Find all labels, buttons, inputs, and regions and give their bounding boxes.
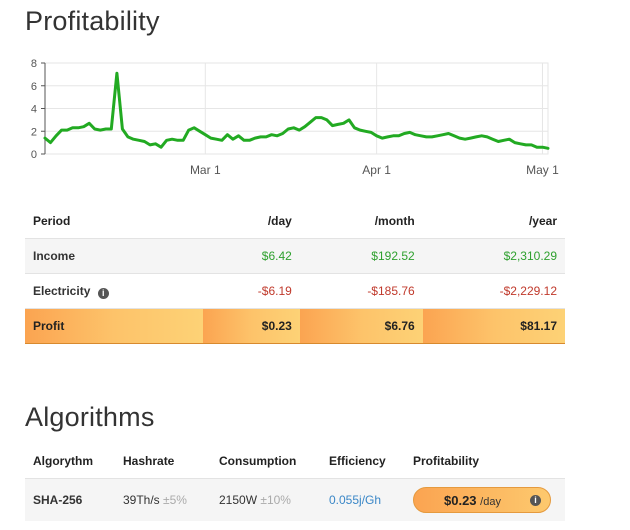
- table-row[interactable]: SHA-256 39Th/s ±5% 2150W ±10% 0.055j/Gh …: [25, 478, 565, 521]
- col-header-month: /month: [299, 204, 423, 239]
- profit-year: $81.17: [422, 308, 565, 344]
- col-header-profitability: Profitability: [405, 444, 565, 479]
- profitability-chart: 0 2 4 6 8 Mar 1 Apr 1 May 1: [31, 58, 559, 177]
- info-icon[interactable]: i: [97, 287, 109, 299]
- income-label: Income: [25, 238, 203, 274]
- table-row-electricity: Electricity i -$6.19 -$185.76 -$2,229.12: [25, 273, 565, 309]
- col-header-day: /day: [202, 204, 300, 239]
- y-tick-label: 8: [31, 58, 37, 70]
- col-header-period: Period: [25, 204, 203, 239]
- income-month: $192.52: [299, 238, 423, 274]
- income-day: $6.42: [202, 238, 300, 274]
- series-line: [43, 71, 550, 150]
- algorithms-title: Algorithms: [25, 402, 155, 432]
- profitability-cell: $0.23 /day i: [405, 478, 565, 521]
- consumption-tolerance: ±10%: [260, 493, 291, 507]
- algorithm-name: SHA-256: [25, 478, 115, 521]
- consumption-value: 2150W: [219, 493, 258, 507]
- consumption-cell: 2150W ±10%: [211, 478, 321, 521]
- col-header-year: /year: [422, 204, 565, 239]
- x-tick-label: Apr 1: [362, 163, 391, 177]
- profitability-unit: /day: [480, 496, 501, 508]
- electricity-label: Electricity: [33, 283, 91, 298]
- hashrate-tolerance: ±5%: [163, 493, 187, 507]
- col-header-consumption: Consumption: [211, 444, 321, 479]
- table-row-profit: Profit $0.23 $6.76 $81.17: [25, 308, 565, 344]
- y-tick-label: 2: [31, 126, 37, 138]
- col-header-algorithm: Algorythm: [25, 444, 115, 479]
- x-tick-label: Mar 1: [190, 163, 221, 177]
- table-header-row: Period /day /month /year: [25, 204, 565, 239]
- profitability-table: Period /day /month /year Income $6.42 $1…: [25, 204, 565, 344]
- profit-month: $6.76: [299, 308, 423, 344]
- profit-day: $0.23: [202, 308, 300, 344]
- electricity-cell: Electricity i: [25, 273, 203, 309]
- electricity-month: -$185.76: [299, 273, 423, 309]
- profitability-badge[interactable]: $0.23 /day i: [413, 487, 551, 513]
- col-header-efficiency: Efficiency: [321, 444, 405, 479]
- profitability-value: $0.23: [444, 493, 477, 508]
- algorithms-table: Algorythm Hashrate Consumption Efficienc…: [25, 444, 565, 521]
- electricity-day: -$6.19: [202, 273, 300, 309]
- profit-label: Profit: [25, 308, 203, 344]
- table-header-row: Algorythm Hashrate Consumption Efficienc…: [25, 444, 565, 479]
- x-tick-label: May 1: [526, 163, 559, 177]
- electricity-year: -$2,229.12: [422, 273, 565, 309]
- col-header-hashrate: Hashrate: [115, 444, 211, 479]
- y-tick-label: 4: [31, 104, 37, 116]
- page-title: Profitability: [25, 6, 160, 36]
- hashrate-value: 39Th/s: [123, 493, 160, 507]
- y-tick-label: 0: [31, 149, 37, 161]
- hashrate-cell: 39Th/s ±5%: [115, 478, 211, 521]
- y-tick-label: 6: [31, 81, 37, 93]
- table-row-income: Income $6.42 $192.52 $2,310.29: [25, 238, 565, 274]
- efficiency-value: 0.055j/Gh: [321, 478, 405, 521]
- income-year: $2,310.29: [422, 238, 565, 274]
- info-icon[interactable]: i: [530, 495, 541, 506]
